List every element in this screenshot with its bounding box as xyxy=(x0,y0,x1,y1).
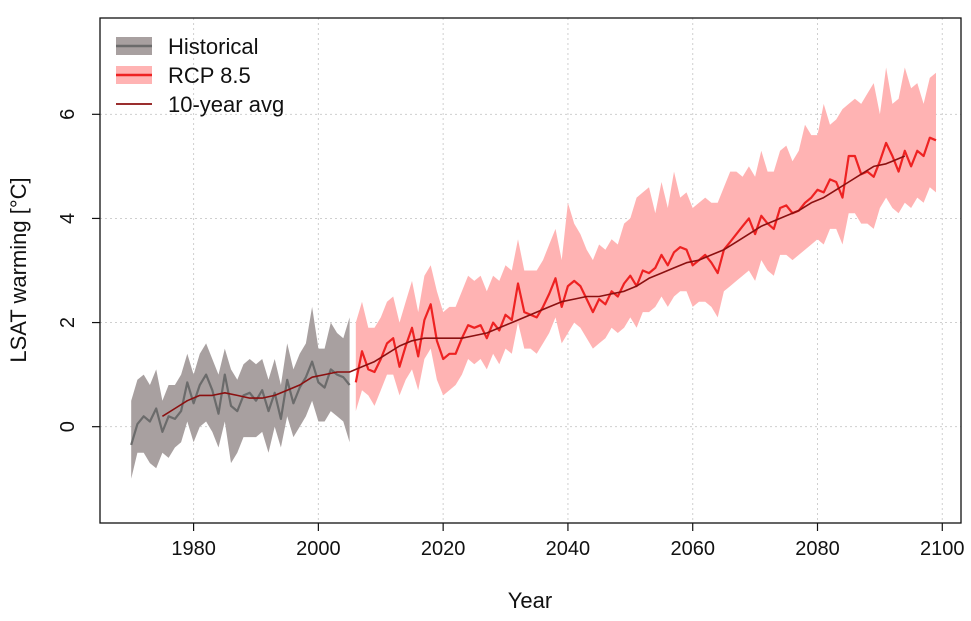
y-axis-title: LSAT warming [°C] xyxy=(6,177,31,362)
legend-label: 10-year avg xyxy=(168,92,284,117)
ten-year-avg-line xyxy=(161,155,906,417)
x-axis: 1980 2000 2020 2040 2060 2080 2100 xyxy=(171,523,965,560)
y-axis: 0 2 4 6 xyxy=(57,109,100,432)
x-tick-label: 2020 xyxy=(421,538,466,560)
rcp85-line xyxy=(354,136,937,383)
historical-band xyxy=(131,67,936,479)
x-tick-label: 2040 xyxy=(546,538,591,560)
series-lines xyxy=(130,136,937,446)
plot-frame xyxy=(99,17,962,524)
legend: Historical RCP 8.5 10-year avg xyxy=(116,34,284,117)
y-tick-label: 2 xyxy=(57,317,79,328)
x-tick-label: 2060 xyxy=(670,538,715,560)
y-tick-label: 6 xyxy=(57,109,79,120)
legend-label: RCP 8.5 xyxy=(168,63,251,88)
legend-label: Historical xyxy=(168,34,258,59)
x-tick-label: 2080 xyxy=(795,538,840,560)
x-axis-title: Year xyxy=(508,588,552,613)
x-tick-label: 2000 xyxy=(296,538,341,560)
y-tick-label: 4 xyxy=(57,213,79,224)
x-tick-label: 2100 xyxy=(920,538,965,560)
historical-band-area xyxy=(131,306,350,479)
historical-line xyxy=(130,360,351,446)
y-tick-label: 0 xyxy=(57,421,79,432)
x-tick-label: 1980 xyxy=(171,538,216,560)
